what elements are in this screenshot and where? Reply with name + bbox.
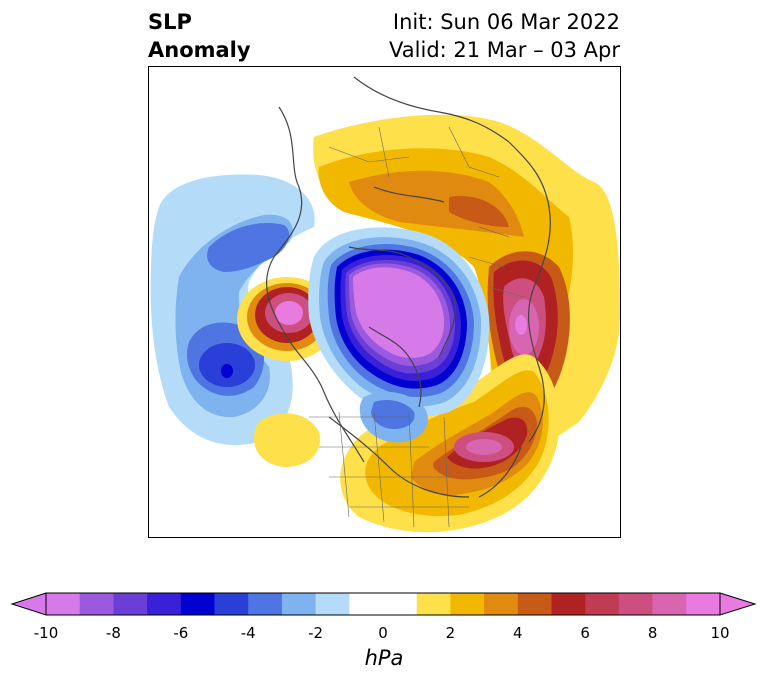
colorbar-cell: [484, 593, 519, 615]
colorbar-tick-label: -2: [308, 624, 324, 642]
slp-anomaly-map: [148, 66, 621, 538]
colorbar-tick-label: 6: [580, 624, 590, 642]
borders: [309, 126, 525, 528]
colorbar-cell: [349, 593, 384, 615]
colorbar-cell: [686, 593, 721, 615]
colorbar-cell: [416, 593, 451, 615]
colorbar-tick-label: 4: [513, 624, 523, 642]
colorbar-cell: [248, 593, 283, 615]
colorbar-extend-right: [719, 592, 757, 616]
init-date-label: Init: Sun 06 Mar 2022: [392, 10, 620, 34]
colorbar-cell: [585, 593, 620, 615]
chart-title-dates: Init: Sun 06 Mar 2022 Valid: 21 Mar – 03…: [389, 8, 620, 64]
coastlines: [266, 76, 551, 498]
atlantic-high: [340, 354, 560, 533]
colorbar-cell: [214, 593, 249, 615]
title-line-anomaly: Anomaly: [148, 38, 251, 62]
colorbar-tick-label: 8: [647, 624, 658, 642]
colorbar-tick-label: 10: [710, 624, 730, 642]
colorbar-cell: [517, 593, 552, 615]
colorbar-cell: [551, 593, 586, 615]
colorbar-frame: [45, 592, 721, 616]
colorbar-cell: [46, 593, 81, 615]
colorbar-tick-label: 0: [378, 624, 388, 642]
colorbar-tick-label: -8: [105, 624, 121, 642]
valid-date-label: Valid: 21 Mar – 03 Apr: [389, 38, 620, 62]
map-canvas: [150, 76, 620, 533]
colorbar-tick-label: 2: [445, 624, 456, 642]
colorbar-tick-label: -10: [33, 624, 59, 642]
colorbar-cell: [383, 593, 418, 615]
colorbar-cell: [450, 593, 485, 615]
colorbar-cell: [79, 593, 114, 615]
colorbar-extend-left: [10, 592, 47, 616]
title-line-slp: SLP: [148, 10, 192, 34]
colorbar-cell: [147, 593, 182, 615]
colorbar-tick-label: -4: [240, 624, 256, 642]
colorbar-cell: [113, 593, 148, 615]
colorbar: [10, 592, 757, 616]
colorbar-unit-label: hPa: [364, 646, 404, 670]
arctic-siberia-low: [308, 227, 490, 417]
colorbar-cell: [618, 593, 654, 615]
colorbar-cell: [652, 593, 687, 615]
colorbar-cells: [46, 593, 721, 615]
colorbar-cell: [315, 593, 350, 615]
colorbar-cell: [281, 593, 317, 615]
chart-title-variable: SLP Anomaly: [148, 8, 251, 64]
colorbar-cell: [180, 593, 215, 615]
southeast-asia-positive: [254, 413, 320, 467]
colorbar-tick-label: -6: [173, 624, 189, 642]
